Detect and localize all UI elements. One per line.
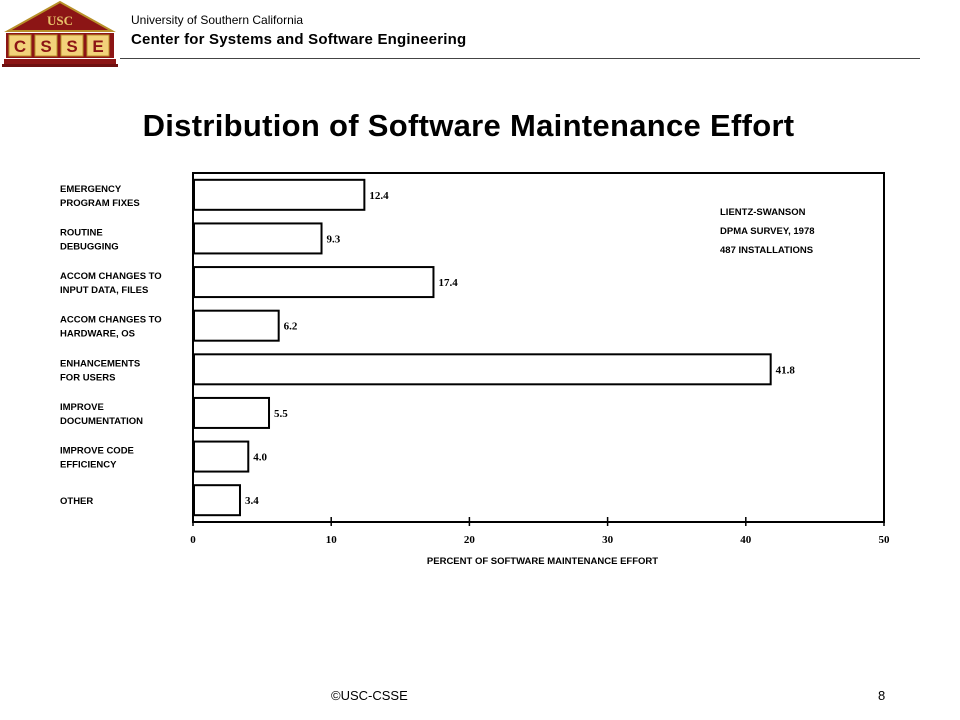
category-label: EFFICIENCY: [60, 460, 117, 471]
category-label: INPUT DATA, FILES: [60, 285, 148, 296]
logo-letter: S: [40, 37, 51, 56]
x-tick-label: 20: [464, 534, 476, 546]
category-label: EMERGENCY: [60, 184, 122, 195]
bar-value-label: 41.8: [776, 364, 796, 376]
category-label: PROGRAM FIXES: [60, 198, 140, 209]
bar-value-label: 9.3: [327, 233, 341, 245]
chart-title: Distribution of Software Maintenance Eff…: [142, 108, 795, 143]
category-label: OTHER: [60, 496, 93, 507]
bar: [193, 440, 250, 473]
university-name: University of Southern California: [131, 13, 304, 27]
footer-copyright: ©USC-CSSE: [331, 688, 408, 703]
source-annotation: DPMA SURVEY, 1978: [720, 226, 815, 237]
category-label: IMPROVE: [60, 402, 104, 413]
bar: [193, 309, 280, 342]
category-label: IMPROVE CODE: [60, 446, 134, 457]
bar: [193, 484, 241, 517]
logo-letter-box: [34, 34, 58, 57]
bar: [193, 353, 772, 386]
x-tick-label: 40: [740, 534, 752, 546]
bar: [193, 222, 323, 255]
logo-letter-box: [8, 34, 32, 57]
logo-usc-text: USC: [47, 13, 73, 28]
bar: [193, 266, 435, 299]
bar-value-label: 3.4: [245, 495, 259, 507]
category-label: HARDWARE, OS: [60, 329, 135, 340]
logo-letter: E: [92, 37, 103, 56]
bar: [193, 396, 271, 429]
logo-letter-box: [60, 34, 84, 57]
category-label: DOCUMENTATION: [60, 416, 143, 427]
page-number: 8: [878, 688, 886, 703]
category-label: ACCOM CHANGES TO: [60, 315, 162, 326]
plot-frame: [192, 172, 885, 523]
category-label: DEBUGGING: [60, 241, 119, 252]
category-label: ACCOM CHANGES TO: [60, 271, 162, 282]
category-label: ROUTINE: [60, 227, 103, 238]
bar-value-label: 6.2: [284, 321, 298, 333]
bar-value-label: 4.0: [253, 452, 267, 464]
x-axis-label: PERCENT OF SOFTWARE MAINTENANCE EFFORT: [427, 556, 658, 567]
x-tick-label: 30: [602, 534, 614, 546]
logo-letter-box: [86, 34, 110, 57]
bar-value-label: 5.5: [274, 408, 288, 420]
logo-letter: S: [66, 37, 77, 56]
bar: [193, 178, 366, 211]
category-label: FOR USERS: [60, 372, 115, 383]
center-name: Center for Systems and Software Engineer…: [131, 31, 467, 48]
category-label: ENHANCEMENTS: [60, 358, 140, 369]
source-annotation: 487 INSTALLATIONS: [720, 245, 813, 256]
logo-base: [4, 59, 116, 64]
x-tick-label: 50: [879, 534, 891, 546]
source-annotation: LIENTZ-SWANSON: [720, 207, 806, 218]
logo-letter: C: [14, 37, 26, 56]
x-tick-label: 0: [190, 534, 196, 546]
bar-value-label: 17.4: [438, 277, 458, 289]
logo-roof: [4, 0, 116, 32]
logo-step: [2, 64, 118, 67]
header-rule: [120, 58, 920, 59]
bar-value-label: 12.4: [369, 190, 389, 202]
x-tick-label: 10: [326, 534, 338, 546]
